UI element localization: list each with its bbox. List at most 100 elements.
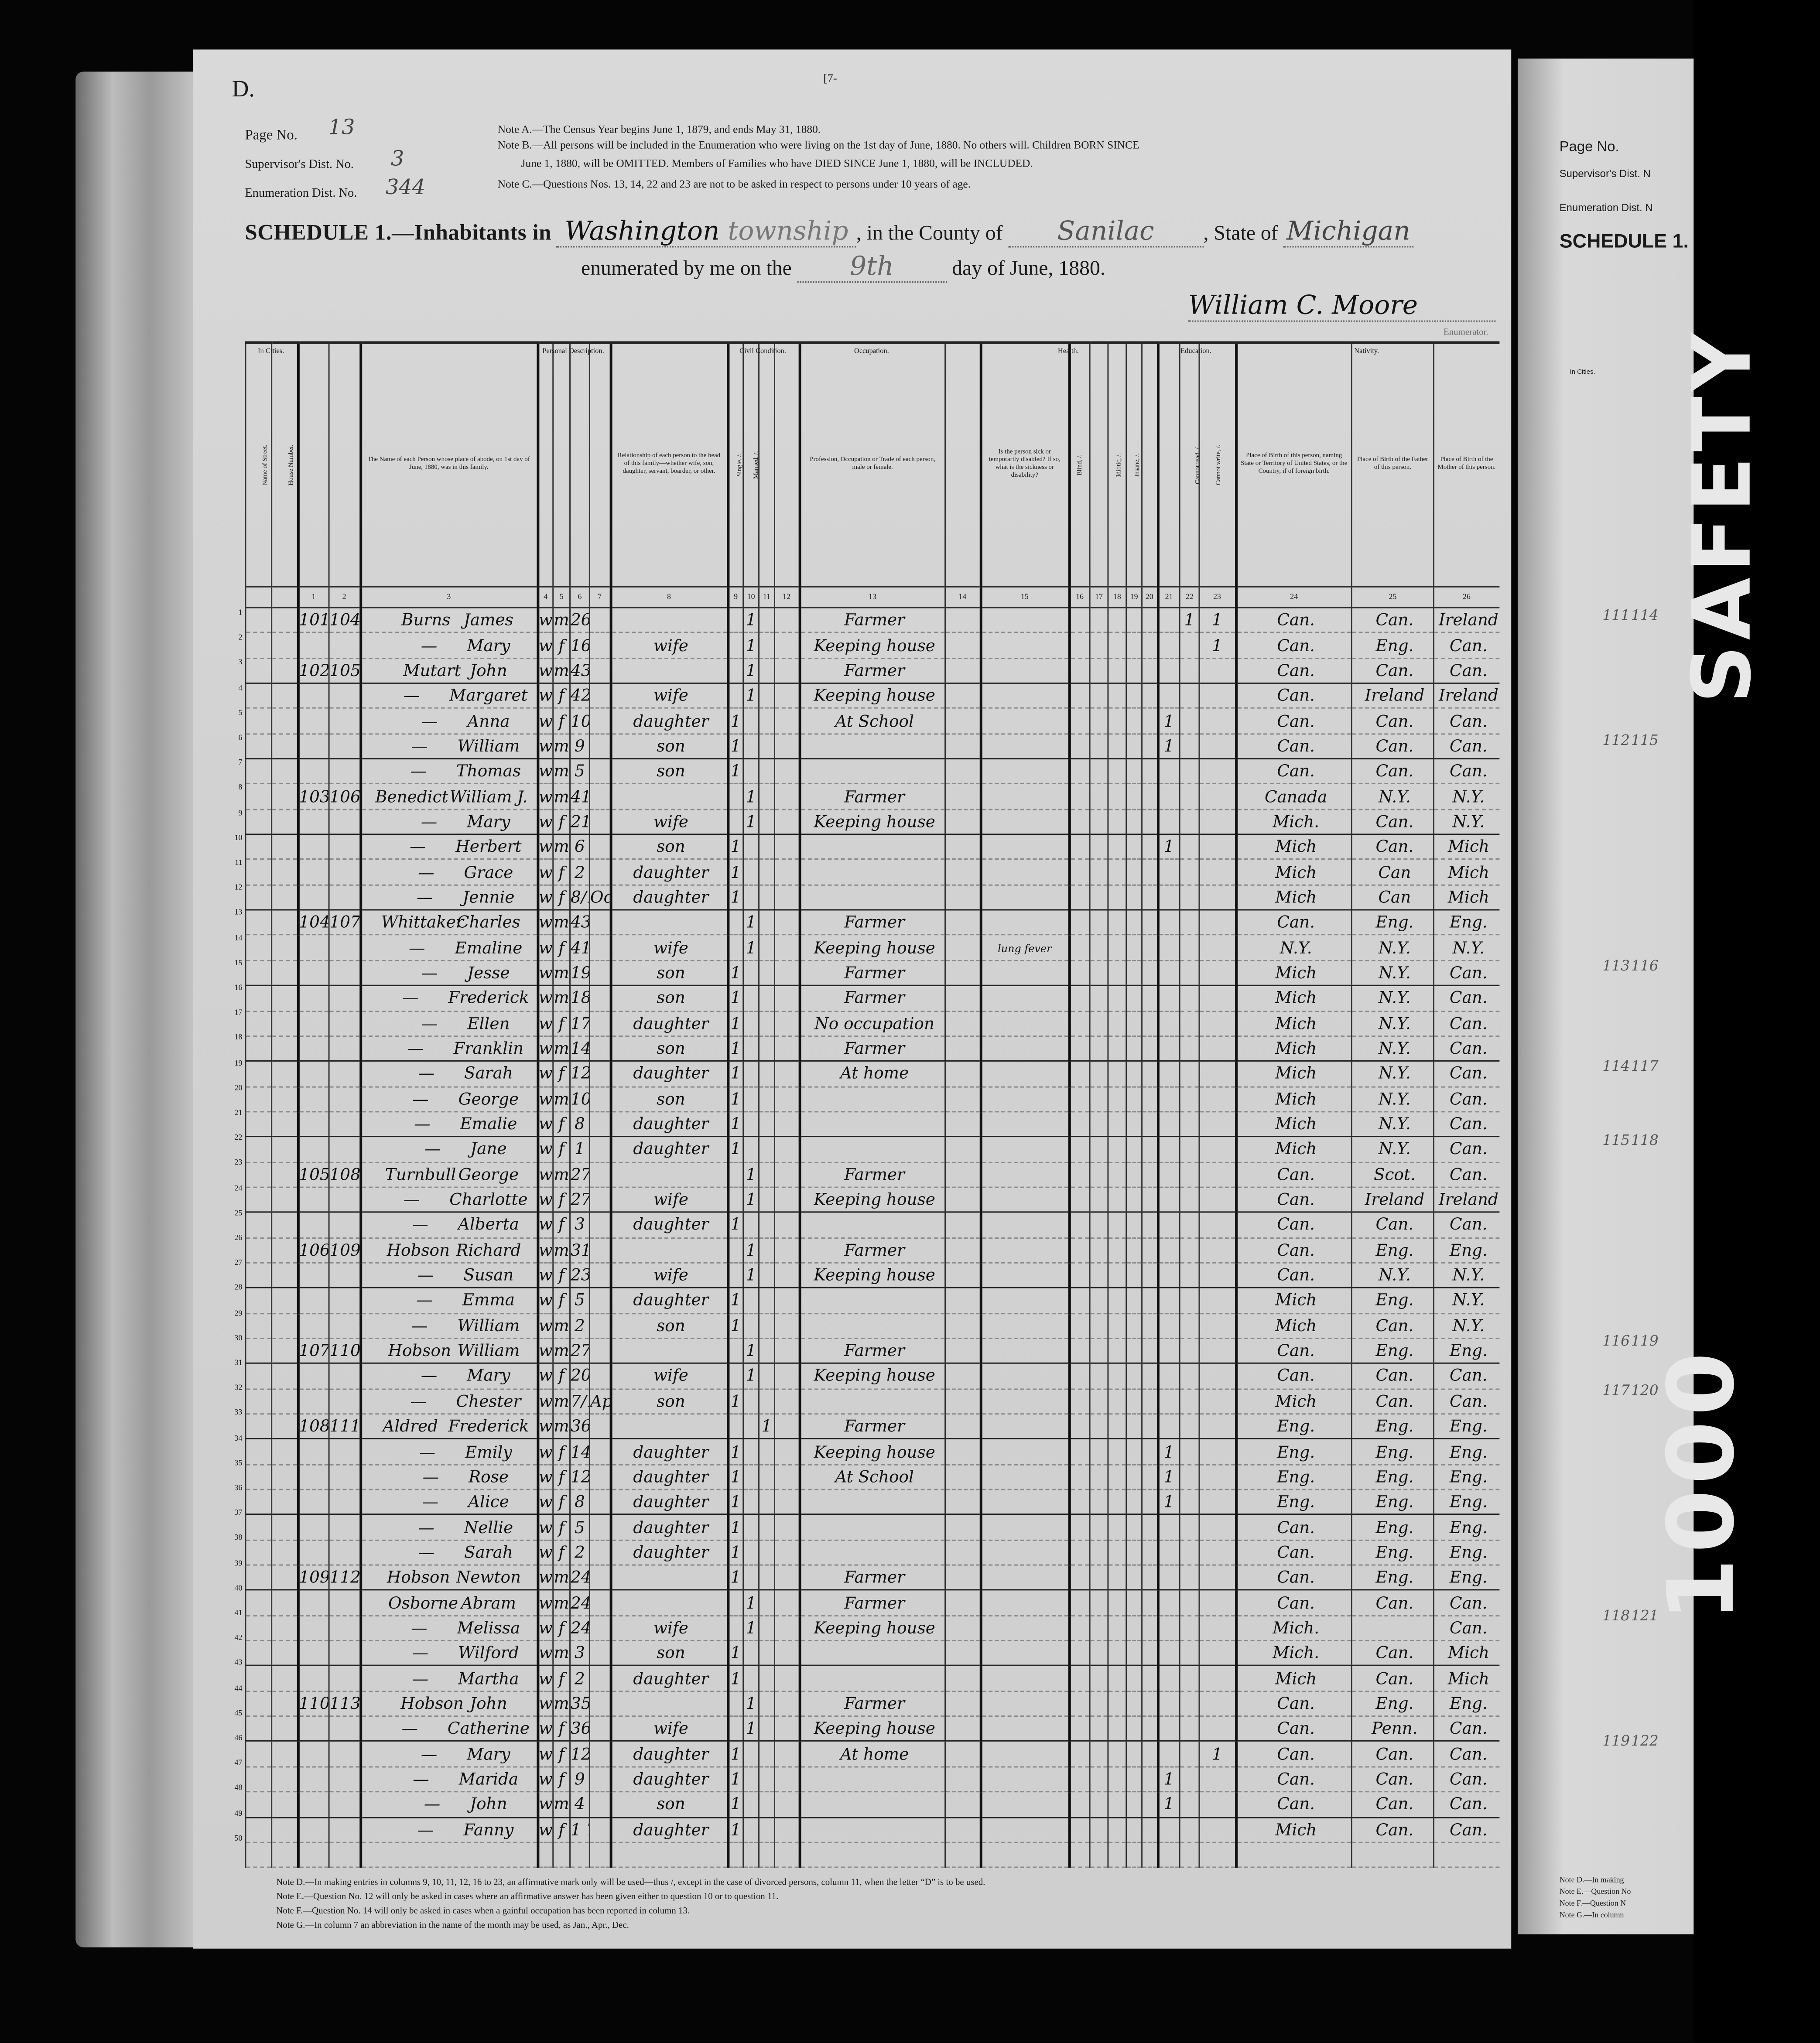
cell (773, 1540, 800, 1566)
state-value: Michigan (1283, 215, 1414, 248)
cell (1067, 1263, 1090, 1289)
birth-month (588, 1237, 611, 1264)
cell (1141, 632, 1158, 659)
cell (1067, 910, 1090, 936)
health (979, 1490, 1069, 1516)
film-roll-number: 1000 (1648, 1347, 1755, 1622)
sex: m (552, 1036, 570, 1062)
sex: m (552, 834, 570, 861)
birthplace-value: Mich (1275, 1013, 1317, 1033)
married-mark-value: 1 (746, 1693, 756, 1713)
column-number: 21 (1156, 587, 1180, 608)
cell (271, 608, 298, 634)
married-mark: 1 (742, 1162, 759, 1188)
occupation (798, 885, 945, 911)
sex-value: f (558, 1542, 565, 1562)
cannot-read-mark (1179, 1565, 1199, 1591)
sex: m (552, 910, 570, 936)
cell (245, 1691, 272, 1717)
single-mark-value: 1 (730, 1315, 741, 1335)
sex-value: f (558, 1819, 565, 1839)
person-name: — Frederick (359, 985, 537, 1011)
table-row: — Melissa w f 24 wife 1 Keeping house Mich. Can. (245, 1615, 1499, 1642)
widowed-mark (758, 1640, 775, 1667)
widowed-mark (758, 1766, 775, 1793)
cell (1089, 935, 1108, 961)
school-mark: 1 (1156, 1490, 1180, 1516)
next-family-number: 118 (1631, 1132, 1659, 1149)
father-birthplace-value: Eng. (1375, 912, 1414, 932)
single-mark: 1 (726, 1111, 743, 1138)
given-name: John (470, 660, 507, 680)
relationship: son (609, 1036, 728, 1062)
schedule-heading: SCHEDULE 1.—Inhabitants in Washington to… (245, 215, 1414, 248)
single-mark-value: 1 (730, 761, 741, 781)
single-mark (726, 1590, 743, 1616)
color-value: w (538, 1214, 553, 1234)
cell (1141, 708, 1158, 735)
school-mark (1156, 658, 1180, 684)
table-row: — Nellie w f 5 daughter 1 Can. Eng. Eng. (245, 1514, 1499, 1541)
relationship: son (609, 733, 728, 760)
single-mark: 1 (726, 1666, 743, 1692)
cell (245, 1590, 272, 1616)
color: w (536, 910, 553, 936)
cell (1107, 1716, 1126, 1742)
sex: m (552, 1313, 570, 1339)
dwelling-number (296, 1666, 329, 1692)
married-mark (742, 1514, 759, 1541)
widowed-mark (758, 1514, 775, 1541)
sex: f (552, 1263, 570, 1289)
table-row: 104 107 WhittakerCharles w m 43 1 Farmer Can. Eng… (245, 910, 1499, 936)
birthplace: Mich. (1234, 1640, 1352, 1667)
birthplace: Can. (1234, 658, 1352, 684)
mother-birthplace: Mich (1433, 1640, 1499, 1667)
birthplace-value: Can. (1277, 1592, 1315, 1612)
sex: f (552, 1439, 570, 1465)
cell (1067, 1439, 1090, 1465)
mother-birthplace-value: Eng. (1449, 912, 1488, 932)
cell (1089, 632, 1108, 659)
school-mark (1156, 935, 1180, 961)
birthplace: Can. (1234, 733, 1352, 760)
married-mark (742, 1414, 759, 1440)
cannot-write-mark (1198, 1111, 1236, 1138)
family-number: 104 (328, 608, 360, 634)
surname: — (421, 811, 438, 831)
birthplace-value: Can. (1277, 1743, 1315, 1763)
dwelling-number (296, 1766, 329, 1793)
surname: — (409, 837, 426, 856)
cell (1067, 1817, 1090, 1843)
occupation: Keeping house (798, 632, 945, 659)
line-number: 23 (234, 1160, 243, 1168)
father-birthplace-value: Eng. (1375, 1567, 1414, 1587)
single-mark-value: 1 (730, 1567, 741, 1587)
column-headers: Name of Street.House Number.Dwelling hou… (245, 341, 1499, 588)
given-name: Sarah (464, 1063, 513, 1083)
birthplace-value: Mich (1275, 1088, 1317, 1108)
surname: — (411, 1617, 428, 1637)
age-value: 20 (571, 1366, 590, 1385)
color-value: w (538, 811, 553, 831)
line-number: 27 (234, 1260, 243, 1268)
father-birthplace-value: Can. (1375, 660, 1414, 680)
cell (1126, 608, 1142, 634)
cell (1067, 1766, 1090, 1793)
father-birthplace: Eng. (1351, 910, 1434, 936)
person-name: Hobson Newton (359, 1565, 537, 1591)
mother-birthplace: Can. (1433, 1388, 1499, 1415)
married-mark-value: 1 (746, 610, 756, 629)
cell (1126, 1691, 1142, 1717)
surname: — (424, 1139, 441, 1159)
school-mark (1156, 1061, 1180, 1087)
line-number: 20 (234, 1085, 243, 1093)
mother-birthplace: Can. (1433, 1792, 1499, 1818)
age-value: 18 (571, 987, 590, 1008)
birthplace-value: Eng. (1277, 1466, 1315, 1486)
cell (1089, 1338, 1108, 1364)
next-family-number: 122 (1631, 1732, 1659, 1749)
cell (271, 1565, 298, 1591)
stamp-fragment: [7- (823, 72, 837, 85)
family-number-value: 112 (329, 1567, 360, 1587)
cell (1126, 1237, 1142, 1264)
